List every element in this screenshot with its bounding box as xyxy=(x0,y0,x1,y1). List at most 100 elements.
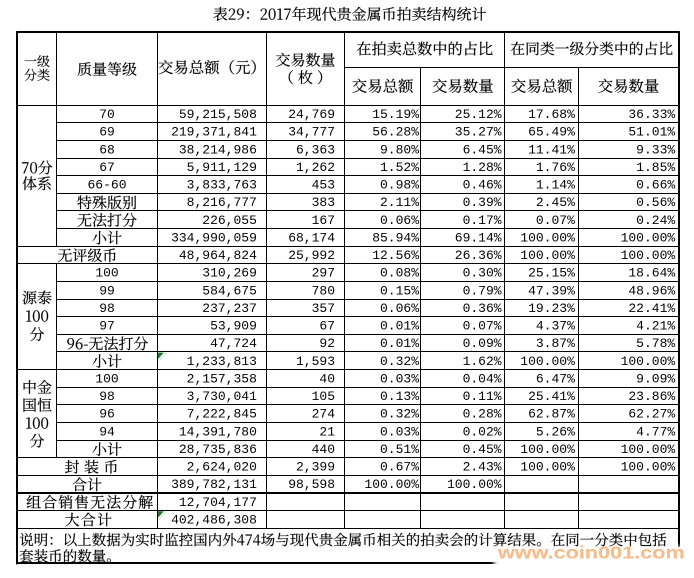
svg-text:0.45%: 0.45% xyxy=(463,442,502,457)
svg-text:1.52%: 1.52% xyxy=(380,160,419,175)
svg-text:226,055: 226,055 xyxy=(202,213,257,228)
svg-text:94: 94 xyxy=(99,424,115,439)
svg-text:0.09%: 0.09% xyxy=(463,336,502,351)
svg-text:0.66%: 0.66% xyxy=(636,178,675,193)
svg-text:62.27%: 62.27% xyxy=(628,407,675,422)
svg-text:2,399: 2,399 xyxy=(296,460,335,475)
svg-text:0.79%: 0.79% xyxy=(463,283,502,298)
svg-text:389,782,131: 389,782,131 xyxy=(171,477,257,492)
svg-text:0.32%: 0.32% xyxy=(380,407,419,422)
svg-text:0.06%: 0.06% xyxy=(380,213,419,228)
svg-text:0.06%: 0.06% xyxy=(380,301,419,316)
svg-text:69: 69 xyxy=(99,125,115,140)
svg-text:15.19%: 15.19% xyxy=(372,107,419,122)
svg-text:100: 100 xyxy=(95,266,118,281)
svg-text:0.30%: 0.30% xyxy=(463,266,502,281)
svg-text:0.46%: 0.46% xyxy=(463,178,502,193)
svg-text:0.15%: 0.15% xyxy=(380,283,419,298)
svg-text:8,216,777: 8,216,777 xyxy=(187,195,257,210)
svg-text:0.56%: 0.56% xyxy=(636,195,675,210)
svg-text:100.00%: 100.00% xyxy=(447,477,502,492)
svg-text:96: 96 xyxy=(99,407,115,422)
svg-text:48.96%: 48.96% xyxy=(628,283,675,298)
svg-text:0.39%: 0.39% xyxy=(463,195,502,210)
svg-text:0.13%: 0.13% xyxy=(380,389,419,404)
svg-text:0.11%: 0.11% xyxy=(463,389,502,404)
svg-text:98: 98 xyxy=(99,389,115,404)
svg-text:0.17%: 0.17% xyxy=(463,213,502,228)
svg-text:9.33%: 9.33% xyxy=(636,142,675,157)
svg-text:0.32%: 0.32% xyxy=(380,354,419,369)
svg-text:4.21%: 4.21% xyxy=(636,319,675,334)
svg-text:40: 40 xyxy=(319,371,335,386)
svg-text:19.23%: 19.23% xyxy=(528,301,575,316)
svg-text:48,964,824: 48,964,824 xyxy=(179,248,257,263)
svg-text:237,237: 237,237 xyxy=(202,301,257,316)
svg-text:5.78%: 5.78% xyxy=(636,336,675,351)
svg-text:297: 297 xyxy=(312,266,335,281)
svg-text:24,769: 24,769 xyxy=(288,107,335,122)
svg-text:67: 67 xyxy=(99,160,115,175)
svg-text:12,704,177: 12,704,177 xyxy=(179,495,257,510)
svg-text:0.01%: 0.01% xyxy=(380,336,419,351)
svg-text:4.37%: 4.37% xyxy=(536,319,575,334)
svg-text:402,486,308: 402,486,308 xyxy=(171,512,257,527)
svg-text:2.43%: 2.43% xyxy=(463,460,502,475)
svg-text:25,992: 25,992 xyxy=(288,248,335,263)
svg-text:780: 780 xyxy=(312,283,335,298)
svg-text:440: 440 xyxy=(312,442,335,457)
svg-text:0.28%: 0.28% xyxy=(463,407,502,422)
svg-text:69.14%: 69.14% xyxy=(455,230,502,245)
svg-text:357: 357 xyxy=(312,301,335,316)
svg-text:0.08%: 0.08% xyxy=(380,266,419,281)
svg-text:2.45%: 2.45% xyxy=(536,195,575,210)
svg-text:100.00%: 100.00% xyxy=(520,354,575,369)
svg-text:0.02%: 0.02% xyxy=(463,424,502,439)
svg-text:334,990,059: 334,990,059 xyxy=(171,230,257,245)
svg-text:70: 70 xyxy=(99,107,115,122)
svg-text:6.45%: 6.45% xyxy=(463,142,502,157)
svg-text:0.24%: 0.24% xyxy=(636,213,675,228)
svg-text:36.33%: 36.33% xyxy=(628,107,675,122)
svg-text:www.coin001.com: www.coin001.com xyxy=(497,543,685,563)
svg-text:3,833,763: 3,833,763 xyxy=(187,178,257,193)
svg-text:9.09%: 9.09% xyxy=(636,371,675,386)
svg-text:0.07%: 0.07% xyxy=(463,319,502,334)
svg-text:100.00%: 100.00% xyxy=(364,477,419,492)
svg-text:100.00%: 100.00% xyxy=(520,460,575,475)
svg-text:66-60: 66-60 xyxy=(87,178,126,193)
svg-text:65.49%: 65.49% xyxy=(528,125,575,140)
svg-text:219,371,841: 219,371,841 xyxy=(171,125,257,140)
svg-text:0.51%: 0.51% xyxy=(380,442,419,457)
svg-text:22.41%: 22.41% xyxy=(628,301,675,316)
svg-text:100.00%: 100.00% xyxy=(520,230,575,245)
svg-text:100.00%: 100.00% xyxy=(520,248,575,263)
svg-text:274: 274 xyxy=(312,407,336,422)
svg-text:97: 97 xyxy=(99,319,115,334)
svg-text:18.64%: 18.64% xyxy=(628,266,675,281)
svg-text:100.00%: 100.00% xyxy=(520,442,575,457)
svg-text:11.41%: 11.41% xyxy=(528,142,575,157)
svg-text:0.36%: 0.36% xyxy=(463,301,502,316)
svg-text:47,724: 47,724 xyxy=(210,336,257,351)
svg-text:100.00%: 100.00% xyxy=(621,460,676,475)
svg-text:4.77%: 4.77% xyxy=(636,424,675,439)
svg-text:6,363: 6,363 xyxy=(296,142,335,157)
svg-text:0.03%: 0.03% xyxy=(380,424,419,439)
svg-text:62.87%: 62.87% xyxy=(528,407,575,422)
svg-text:68,174: 68,174 xyxy=(288,230,335,245)
svg-text:47.39%: 47.39% xyxy=(528,283,575,298)
svg-text:2,624,020: 2,624,020 xyxy=(187,460,257,475)
svg-text:3.87%: 3.87% xyxy=(536,336,575,351)
svg-text:25.12%: 25.12% xyxy=(455,107,502,122)
svg-text:51.01%: 51.01% xyxy=(628,125,675,140)
svg-text:1.14%: 1.14% xyxy=(536,178,575,193)
svg-text:100.00%: 100.00% xyxy=(621,230,676,245)
svg-text:34,777: 34,777 xyxy=(288,125,335,140)
svg-text:100.00%: 100.00% xyxy=(621,248,676,263)
svg-text:1,233,813: 1,233,813 xyxy=(187,354,257,369)
svg-text:0.67%: 0.67% xyxy=(380,460,419,475)
svg-text:2,157,358: 2,157,358 xyxy=(187,371,257,386)
svg-text:6.47%: 6.47% xyxy=(536,371,575,386)
svg-text:3,730,041: 3,730,041 xyxy=(187,389,257,404)
